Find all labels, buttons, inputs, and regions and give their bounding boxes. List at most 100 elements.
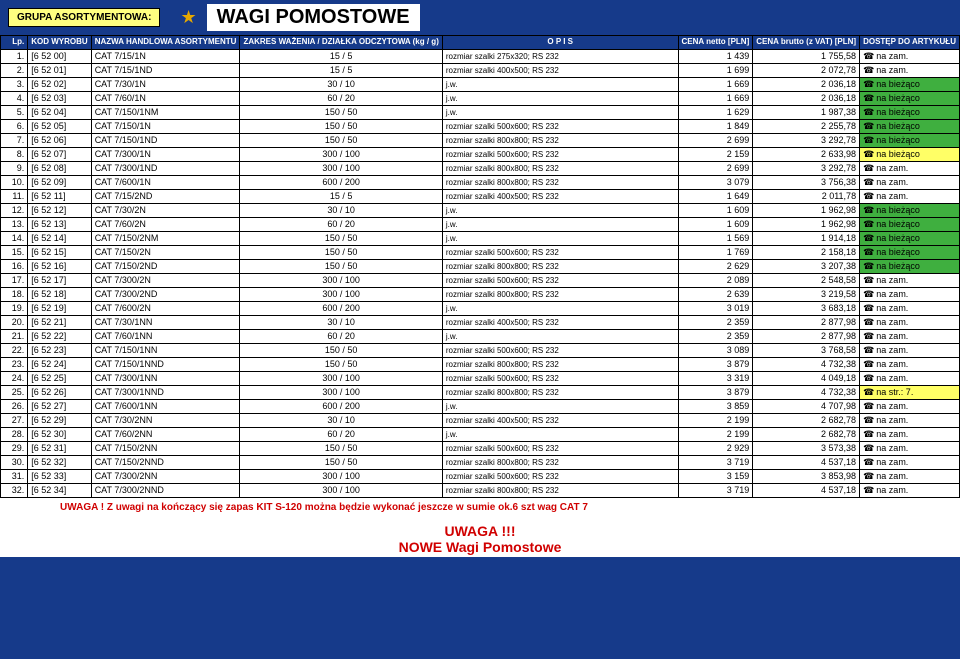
cell-zakres: 300 / 100 bbox=[240, 385, 442, 399]
table-row: 13.[6 52 13]CAT 7/60/2N60 / 20j.w.1 6091… bbox=[1, 217, 960, 231]
cell-kod: [6 52 33] bbox=[28, 469, 91, 483]
cell-brutto: 3 292,78 bbox=[753, 133, 860, 147]
cell-lp: 31. bbox=[1, 469, 28, 483]
cell-brutto: 4 732,38 bbox=[753, 385, 860, 399]
cell-netto: 1 609 bbox=[678, 203, 753, 217]
cell-netto: 2 699 bbox=[678, 161, 753, 175]
cell-brutto: 2 158,18 bbox=[753, 245, 860, 259]
dostep-text: na zam. bbox=[876, 359, 908, 369]
cell-zakres: 15 / 5 bbox=[240, 63, 442, 77]
cell-kod: [6 52 26] bbox=[28, 385, 91, 399]
cell-netto: 3 719 bbox=[678, 455, 753, 469]
phone-icon: ☎ bbox=[863, 331, 874, 342]
table-row: 32.[6 52 34]CAT 7/300/2NND300 / 100rozmi… bbox=[1, 483, 960, 497]
cell-netto: 2 639 bbox=[678, 287, 753, 301]
cell-nazwa: CAT 7/150/1NN bbox=[91, 343, 240, 357]
cell-dostep: ☎na zam. bbox=[860, 175, 960, 189]
cell-dostep: ☎na zam. bbox=[860, 161, 960, 175]
cell-lp: 18. bbox=[1, 287, 28, 301]
phone-icon: ☎ bbox=[863, 317, 874, 328]
cell-lp: 8. bbox=[1, 147, 28, 161]
cell-netto: 2 629 bbox=[678, 259, 753, 273]
price-table: Lp. KOD WYROBU NAZWA HANDLOWA ASORTYMENT… bbox=[0, 35, 960, 498]
cell-opis: rozmiar szalki 800x800; RS 232 bbox=[442, 175, 678, 189]
cell-opis: rozmiar szalki 800x800; RS 232 bbox=[442, 161, 678, 175]
cell-kod: [6 52 29] bbox=[28, 413, 91, 427]
table-row: 6.[6 52 05]CAT 7/150/1N150 / 50rozmiar s… bbox=[1, 119, 960, 133]
cell-opis: rozmiar szalki 500x600; RS 232 bbox=[442, 343, 678, 357]
cell-kod: [6 52 07] bbox=[28, 147, 91, 161]
phone-icon: ☎ bbox=[863, 443, 874, 454]
table-row: 5.[6 52 04]CAT 7/150/1NM150 / 50j.w.1 62… bbox=[1, 105, 960, 119]
cell-opis: j.w. bbox=[442, 427, 678, 441]
cell-netto: 1 769 bbox=[678, 245, 753, 259]
cell-nazwa: CAT 7/300/1ND bbox=[91, 161, 240, 175]
cell-nazwa: CAT 7/15/1ND bbox=[91, 63, 240, 77]
cell-brutto: 3 768,58 bbox=[753, 343, 860, 357]
cell-dostep: ☎na zam. bbox=[860, 301, 960, 315]
cell-nazwa: CAT 7/30/2NN bbox=[91, 413, 240, 427]
cell-brutto: 1 962,98 bbox=[753, 217, 860, 231]
cell-nazwa: CAT 7/60/2N bbox=[91, 217, 240, 231]
dostep-text: na zam. bbox=[876, 401, 908, 411]
cell-nazwa: CAT 7/150/2N bbox=[91, 245, 240, 259]
cell-zakres: 300 / 100 bbox=[240, 147, 442, 161]
dostep-text: na zam. bbox=[876, 429, 908, 439]
table-row: 22.[6 52 23]CAT 7/150/1NN150 / 50rozmiar… bbox=[1, 343, 960, 357]
phone-icon: ☎ bbox=[863, 51, 874, 62]
footer-big1: UWAGA !!! bbox=[0, 523, 960, 539]
phone-icon: ☎ bbox=[863, 415, 874, 426]
col-opis: O P I S bbox=[442, 36, 678, 50]
cell-brutto: 4 049,18 bbox=[753, 371, 860, 385]
header: GRUPA ASORTYMENTOWA: ★ WAGI POMOSTOWE bbox=[0, 0, 960, 35]
cell-netto: 3 089 bbox=[678, 343, 753, 357]
cell-netto: 3 019 bbox=[678, 301, 753, 315]
dostep-text: na zam. bbox=[876, 163, 908, 173]
cell-kod: [6 52 11] bbox=[28, 189, 91, 203]
phone-icon: ☎ bbox=[863, 359, 874, 370]
cell-kod: [6 52 04] bbox=[28, 105, 91, 119]
col-netto: CENA netto [PLN] bbox=[678, 36, 753, 50]
cell-nazwa: CAT 7/300/1NN bbox=[91, 371, 240, 385]
cell-dostep: ☎na zam. bbox=[860, 189, 960, 203]
table-row: 12.[6 52 12]CAT 7/30/2N30 / 10j.w.1 6091… bbox=[1, 203, 960, 217]
cell-netto: 2 089 bbox=[678, 273, 753, 287]
group-label: GRUPA ASORTYMENTOWA: bbox=[8, 8, 160, 27]
phone-icon: ☎ bbox=[863, 163, 874, 174]
cell-opis: rozmiar szalki 500x600; RS 232 bbox=[442, 371, 678, 385]
footer-warning: UWAGA !!! NOWE Wagi Pomostowe bbox=[0, 517, 960, 557]
col-dostep: DOSTĘP DO ARTYKUŁU bbox=[860, 36, 960, 50]
cell-kod: [6 52 13] bbox=[28, 217, 91, 231]
cell-nazwa: CAT 7/150/2ND bbox=[91, 259, 240, 273]
dostep-text: na zam. bbox=[876, 457, 908, 467]
cell-brutto: 2 548,58 bbox=[753, 273, 860, 287]
cell-zakres: 300 / 100 bbox=[240, 483, 442, 497]
cell-lp: 17. bbox=[1, 273, 28, 287]
cell-zakres: 300 / 100 bbox=[240, 161, 442, 175]
cell-lp: 9. bbox=[1, 161, 28, 175]
phone-icon: ☎ bbox=[863, 233, 874, 244]
phone-icon: ☎ bbox=[863, 219, 874, 230]
cell-brutto: 4 537,18 bbox=[753, 455, 860, 469]
cell-lp: 11. bbox=[1, 189, 28, 203]
cell-kod: [6 52 03] bbox=[28, 91, 91, 105]
dostep-text: na bieżąco bbox=[876, 261, 920, 271]
dostep-text: na zam. bbox=[876, 471, 908, 481]
phone-icon: ☎ bbox=[863, 345, 874, 356]
cell-nazwa: CAT 7/300/2ND bbox=[91, 287, 240, 301]
cell-kod: [6 52 21] bbox=[28, 315, 91, 329]
cell-dostep: ☎na bieżąco bbox=[860, 203, 960, 217]
cell-brutto: 2 036,18 bbox=[753, 91, 860, 105]
cell-kod: [6 52 02] bbox=[28, 77, 91, 91]
footer-big2: NOWE Wagi Pomostowe bbox=[0, 539, 960, 555]
cell-netto: 3 319 bbox=[678, 371, 753, 385]
cell-lp: 4. bbox=[1, 91, 28, 105]
cell-lp: 26. bbox=[1, 399, 28, 413]
cell-netto: 2 699 bbox=[678, 133, 753, 147]
cell-brutto: 4 732,38 bbox=[753, 357, 860, 371]
phone-icon: ☎ bbox=[863, 177, 874, 188]
cell-kod: [6 52 05] bbox=[28, 119, 91, 133]
cell-kod: [6 52 15] bbox=[28, 245, 91, 259]
cell-zakres: 600 / 200 bbox=[240, 399, 442, 413]
cell-opis: rozmiar szalki 500x600; RS 232 bbox=[442, 245, 678, 259]
